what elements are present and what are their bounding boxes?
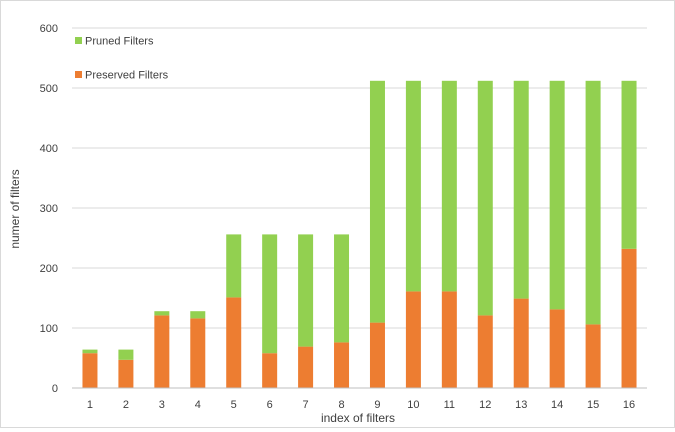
- x-tick-label: 1: [87, 399, 93, 411]
- bar-pruned-13: [513, 80, 529, 299]
- bar-pruned-4: [190, 311, 206, 319]
- x-tick-label: 8: [338, 399, 344, 411]
- bar-preserved-3: [154, 315, 170, 388]
- bar-preserved-10: [405, 291, 421, 388]
- bar-pruned-5: [226, 234, 242, 298]
- y-tick-label: 0: [52, 383, 58, 395]
- x-tick-label: 10: [407, 399, 419, 411]
- legend-swatch-preserved: [75, 71, 82, 78]
- bar-pruned-9: [369, 80, 385, 323]
- bar-pruned-2: [118, 349, 134, 360]
- x-tick-label: 13: [515, 399, 527, 411]
- x-tick-label: 16: [623, 399, 635, 411]
- bar-pruned-15: [585, 80, 601, 325]
- bar-preserved-1: [82, 353, 98, 388]
- bar-pruned-3: [154, 311, 170, 316]
- bar-pruned-16: [621, 80, 637, 249]
- bar-preserved-16: [621, 248, 637, 388]
- bar-pruned-11: [441, 80, 457, 292]
- bar-pruned-7: [298, 234, 314, 347]
- bar-pruned-1: [82, 349, 98, 354]
- y-tick-label: 600: [40, 23, 58, 35]
- legend-label-pruned: Pruned Filters: [85, 36, 154, 48]
- bar-preserved-5: [226, 297, 242, 388]
- bar-pruned-14: [549, 80, 565, 310]
- x-tick-label: 5: [231, 399, 237, 411]
- y-tick-label: 400: [40, 143, 58, 155]
- bar-preserved-6: [262, 353, 278, 388]
- legend-swatch-pruned: [75, 37, 82, 44]
- x-tick-label: 2: [123, 399, 129, 411]
- y-tick-label: 100: [40, 323, 58, 335]
- bars: [82, 80, 637, 388]
- y-tick-label: 300: [40, 203, 58, 215]
- x-tick-label: 12: [479, 399, 491, 411]
- y-axis-ticks: 0 100 200 300 400 500 600: [40, 23, 58, 395]
- bar-preserved-7: [298, 346, 314, 388]
- bar-pruned-10: [405, 80, 421, 292]
- legend: Pruned Filters Preserved Filters: [75, 36, 169, 82]
- y-tick-label: 500: [40, 83, 58, 95]
- x-tick-label: 4: [195, 399, 201, 411]
- x-tick-label: 7: [303, 399, 309, 411]
- bar-pruned-12: [477, 80, 493, 316]
- bar-preserved-8: [334, 342, 350, 388]
- x-axis-ticks: 1 2 3 4 5 6 7 8 9 10 11 12 13 14 15 16: [87, 399, 635, 411]
- bar-preserved-15: [585, 324, 601, 388]
- bar-preserved-14: [549, 309, 565, 388]
- x-tick-label: 6: [267, 399, 273, 411]
- x-axis-title: index of filters: [321, 411, 395, 425]
- legend-label-preserved: Preserved Filters: [85, 70, 169, 82]
- bar-preserved-11: [441, 291, 457, 388]
- x-tick-label: 9: [374, 399, 380, 411]
- bar-preserved-4: [190, 318, 206, 388]
- bar-preserved-13: [513, 298, 529, 388]
- bar-pruned-6: [262, 234, 278, 354]
- x-tick-label: 3: [159, 399, 165, 411]
- bar-preserved-9: [369, 322, 385, 388]
- x-tick-label: 14: [551, 399, 563, 411]
- x-tick-label: 11: [444, 399, 455, 411]
- bar-pruned-8: [334, 234, 350, 343]
- bar-preserved-2: [118, 359, 134, 388]
- y-tick-label: 200: [40, 263, 58, 275]
- bar-preserved-12: [477, 315, 493, 388]
- x-tick-label: 15: [587, 399, 599, 411]
- y-axis-title: numer of filters: [8, 169, 22, 248]
